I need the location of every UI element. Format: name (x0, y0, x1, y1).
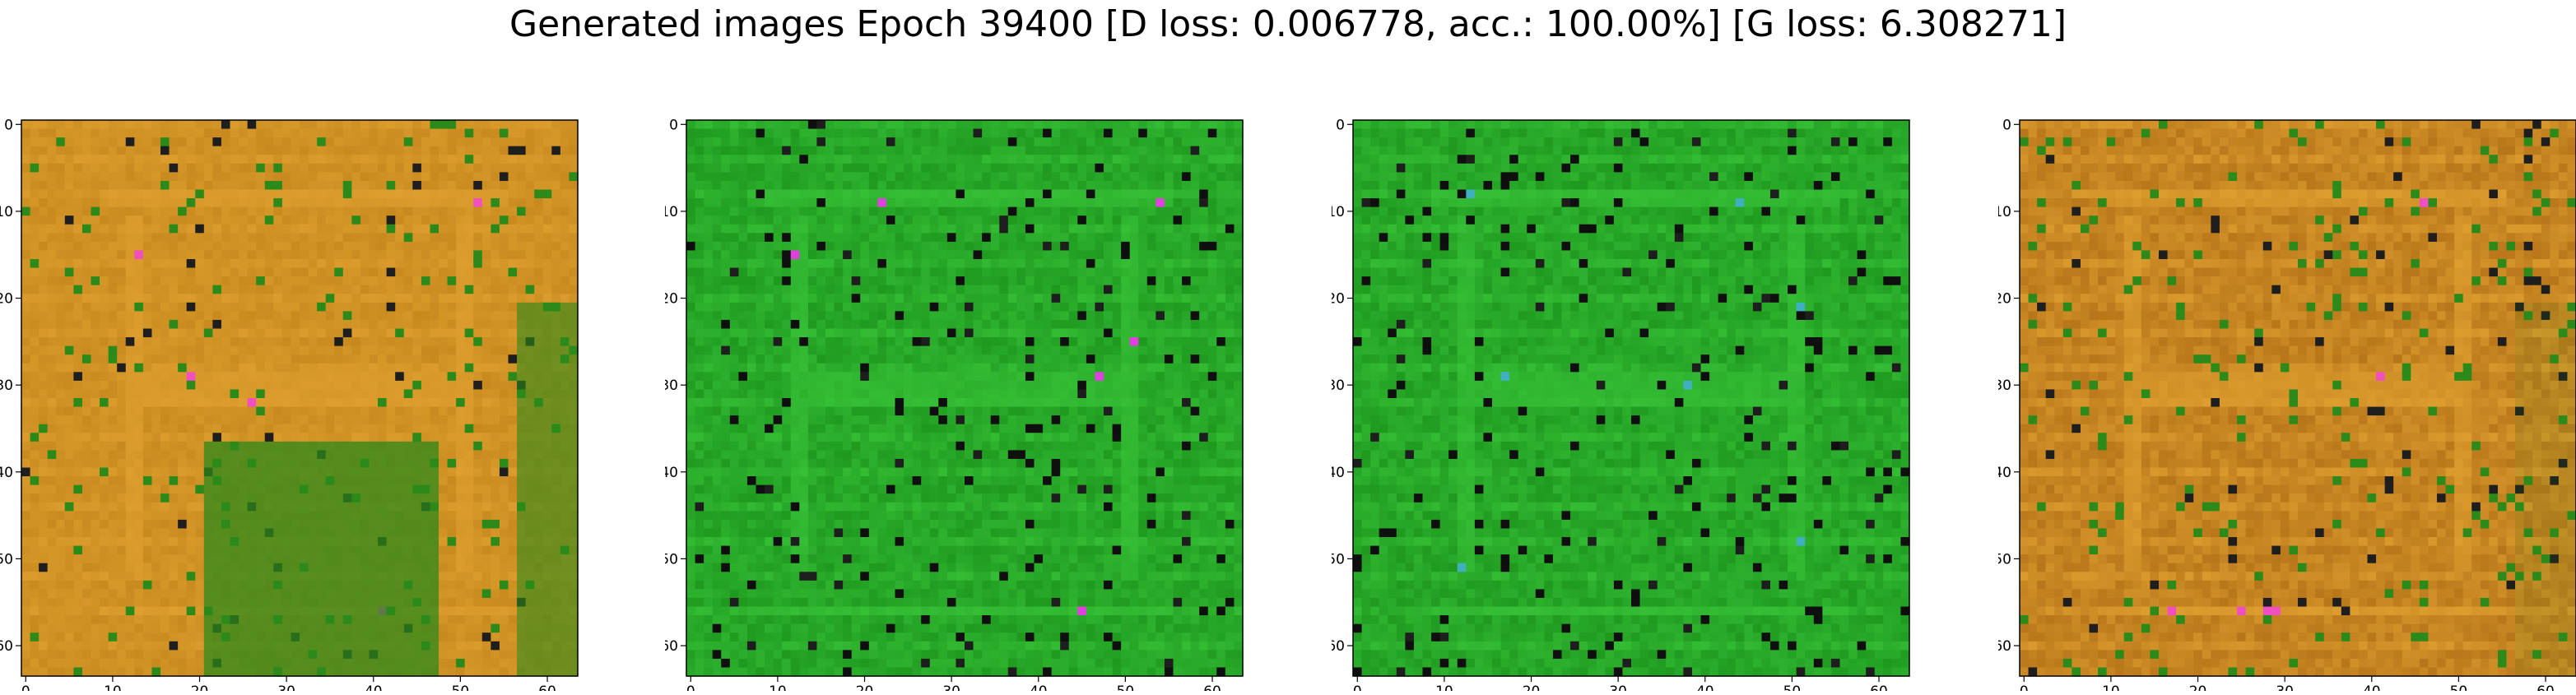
y-tick-label: 10 (665, 204, 678, 220)
x-tick-label: 50 (452, 683, 470, 691)
x-tick-label: 60 (1203, 683, 1221, 691)
y-tick-label: 20 (1332, 291, 1345, 308)
x-tick-label: 30 (942, 683, 960, 691)
x-tick-label: 10 (104, 683, 122, 691)
x-tick-label: 60 (538, 683, 556, 691)
x-tick-label: 60 (2536, 683, 2555, 691)
image-panel-4: 0 10 20 30 40 50 60 0 10 20 30 40 50 60 (1998, 0, 2576, 691)
y-tick-label: 40 (665, 465, 678, 481)
y-tick-label: 0 (669, 117, 678, 133)
x-tick-label: 20 (191, 683, 209, 691)
axes-frame (686, 119, 1244, 677)
y-tick-label: 0 (1336, 117, 1345, 133)
x-tick-label: 50 (1117, 683, 1135, 691)
x-tick-label: 30 (1609, 683, 1627, 691)
y-tick-label: 40 (1332, 465, 1345, 481)
y-tick-label: 60 (1332, 638, 1345, 655)
axes-frame (2019, 119, 2576, 677)
x-tick-label: 20 (2189, 683, 2207, 691)
x-tick-label: 50 (1783, 683, 1802, 691)
y-tick-label: 30 (1998, 378, 2011, 394)
generated-image-pixels (2020, 120, 2576, 677)
x-tick-label: 60 (1870, 683, 1888, 691)
y-tick-label: 20 (1998, 291, 2011, 308)
y-tick-label: 40 (1998, 465, 2011, 481)
y-tick-label: 30 (665, 378, 678, 394)
x-tick-label: 0 (1353, 683, 1362, 691)
x-tick-label: 10 (769, 683, 787, 691)
x-tick-label: 50 (2450, 683, 2468, 691)
y-tick-label: 50 (1998, 551, 2011, 568)
x-tick-label: 20 (856, 683, 874, 691)
x-tick-label: 0 (2020, 683, 2029, 691)
x-tick-label: 40 (1030, 683, 1048, 691)
y-tick-label: 30 (0, 378, 13, 394)
axes-frame (21, 119, 579, 677)
y-tick-label: 0 (2002, 117, 2011, 133)
y-tick-label: 20 (0, 291, 13, 308)
generated-image-svg: 0 10 20 30 40 50 60 0 10 20 30 40 50 60 (665, 117, 1244, 691)
axes-frame (1352, 119, 1910, 677)
image-panel-3: 0 10 20 30 40 50 60 0 10 20 30 40 50 60 (1332, 0, 1924, 691)
x-tick-label: 10 (2102, 683, 2120, 691)
image-panel-2: 0 10 20 30 40 50 60 0 10 20 30 40 50 60 (665, 0, 1258, 691)
x-tick-label: 30 (277, 683, 295, 691)
x-tick-label: 0 (686, 683, 695, 691)
y-tick-label: 10 (1998, 204, 2011, 220)
figure-title: Generated images Epoch 39400 [D loss: 0.… (509, 3, 2067, 45)
x-tick-label: 0 (21, 683, 30, 691)
image-panel-1: 0 10 20 30 40 50 60 0 10 20 30 40 50 60 (0, 0, 593, 691)
y-tick-label: 20 (665, 291, 678, 308)
y-tick-label: 60 (1998, 638, 2011, 655)
y-tick-label: 60 (665, 638, 678, 655)
generated-image-pixels (1353, 120, 1910, 677)
generated-image-svg: 0 10 20 30 40 50 60 0 10 20 30 40 50 60 (1998, 117, 2576, 691)
x-tick-label: 40 (1696, 683, 1714, 691)
y-tick-label: 50 (0, 551, 13, 568)
y-tick-label: 10 (1332, 204, 1345, 220)
x-tick-label: 10 (1435, 683, 1453, 691)
x-tick-label: 20 (1523, 683, 1541, 691)
generated-image-pixels (686, 120, 1244, 677)
y-tick-label: 50 (1332, 551, 1345, 568)
x-tick-label: 40 (2363, 683, 2381, 691)
y-tick-label: 40 (0, 465, 13, 481)
x-tick-label: 30 (2276, 683, 2294, 691)
x-tick-label: 40 (365, 683, 383, 691)
y-tick-label: 30 (1332, 378, 1345, 394)
y-tick-label: 10 (0, 204, 13, 220)
generated-image-pixels (21, 120, 579, 677)
generated-image-svg: 0 10 20 30 40 50 60 0 10 20 30 40 50 60 (1332, 117, 1910, 691)
y-tick-label: 50 (665, 551, 678, 568)
y-tick-label: 60 (0, 638, 13, 655)
generated-image-svg: 0 10 20 30 40 50 60 0 10 20 30 40 50 60 (0, 117, 579, 691)
y-tick-label: 0 (4, 117, 13, 133)
